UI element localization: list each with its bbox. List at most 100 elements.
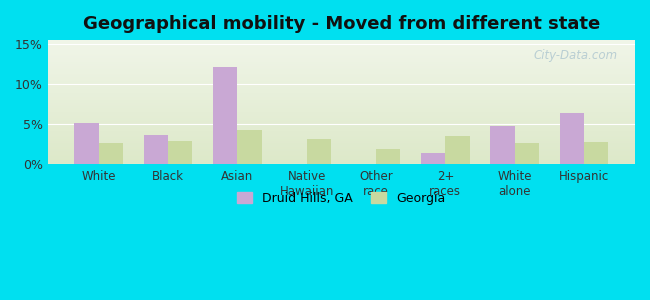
Bar bbox=[47, 156, 635, 157]
Bar bbox=[47, 145, 635, 146]
Bar bbox=[47, 86, 635, 87]
Bar bbox=[47, 46, 635, 47]
Bar bbox=[47, 68, 635, 69]
Bar bbox=[47, 142, 635, 143]
Bar bbox=[47, 135, 635, 136]
Bar bbox=[47, 154, 635, 155]
Bar bbox=[47, 95, 635, 96]
Text: City-Data.com: City-Data.com bbox=[533, 49, 618, 62]
Bar bbox=[47, 56, 635, 57]
Bar bbox=[213, 67, 237, 164]
Bar bbox=[47, 148, 635, 149]
Bar bbox=[47, 153, 635, 154]
Bar bbox=[47, 84, 635, 85]
Bar bbox=[47, 88, 635, 89]
Bar bbox=[47, 104, 635, 105]
Bar bbox=[47, 57, 635, 58]
Bar bbox=[47, 47, 635, 48]
Bar bbox=[47, 125, 635, 126]
Bar bbox=[99, 142, 123, 164]
Bar bbox=[47, 51, 635, 52]
Bar bbox=[47, 112, 635, 113]
Bar bbox=[445, 136, 470, 164]
Bar bbox=[47, 123, 635, 124]
Bar bbox=[47, 67, 635, 68]
Bar bbox=[47, 62, 635, 63]
Bar bbox=[47, 141, 635, 142]
Bar bbox=[47, 60, 635, 61]
Bar bbox=[47, 128, 635, 129]
Bar bbox=[491, 126, 515, 164]
Bar bbox=[584, 142, 608, 164]
Bar bbox=[47, 107, 635, 108]
Bar bbox=[47, 120, 635, 121]
Bar bbox=[47, 163, 635, 164]
Bar bbox=[47, 83, 635, 84]
Bar bbox=[47, 50, 635, 51]
Bar bbox=[47, 41, 635, 42]
Bar bbox=[47, 45, 635, 46]
Bar bbox=[47, 122, 635, 123]
Bar bbox=[47, 162, 635, 163]
Bar bbox=[47, 146, 635, 147]
Bar bbox=[47, 48, 635, 49]
Bar bbox=[47, 97, 635, 98]
Bar bbox=[47, 100, 635, 101]
Bar bbox=[47, 99, 635, 100]
Bar bbox=[47, 94, 635, 95]
Bar bbox=[47, 113, 635, 114]
Bar bbox=[47, 116, 635, 117]
Bar bbox=[75, 123, 99, 164]
Bar bbox=[47, 161, 635, 162]
Bar bbox=[47, 118, 635, 119]
Bar bbox=[47, 74, 635, 75]
Bar bbox=[47, 140, 635, 141]
Bar bbox=[47, 126, 635, 127]
Bar bbox=[47, 131, 635, 132]
Bar bbox=[47, 108, 635, 109]
Bar bbox=[47, 159, 635, 160]
Bar bbox=[47, 82, 635, 83]
Bar bbox=[47, 79, 635, 80]
Bar bbox=[47, 52, 635, 53]
Bar bbox=[47, 76, 635, 77]
Bar bbox=[47, 124, 635, 125]
Bar bbox=[47, 130, 635, 131]
Bar bbox=[47, 160, 635, 161]
Bar bbox=[47, 87, 635, 88]
Bar bbox=[47, 138, 635, 139]
Bar bbox=[47, 134, 635, 135]
Bar bbox=[47, 65, 635, 66]
Bar bbox=[47, 139, 635, 140]
Bar bbox=[47, 117, 635, 118]
Bar bbox=[47, 147, 635, 148]
Bar bbox=[47, 69, 635, 70]
Bar bbox=[47, 72, 635, 73]
Bar bbox=[47, 155, 635, 156]
Bar bbox=[47, 98, 635, 99]
Bar bbox=[47, 152, 635, 153]
Bar bbox=[307, 140, 331, 164]
Bar bbox=[47, 150, 635, 151]
Bar bbox=[47, 115, 635, 116]
Bar bbox=[47, 136, 635, 137]
Bar bbox=[47, 66, 635, 67]
Bar bbox=[47, 64, 635, 65]
Bar bbox=[47, 55, 635, 56]
Bar bbox=[47, 63, 635, 64]
Bar bbox=[47, 75, 635, 76]
Bar bbox=[47, 43, 635, 44]
Bar bbox=[47, 93, 635, 94]
Bar bbox=[47, 85, 635, 86]
Legend: Druid Hills, GA, Georgia: Druid Hills, GA, Georgia bbox=[232, 187, 450, 210]
Bar bbox=[47, 157, 635, 158]
Bar bbox=[47, 71, 635, 72]
Bar bbox=[47, 132, 635, 133]
Bar bbox=[47, 80, 635, 81]
Bar bbox=[47, 58, 635, 59]
Bar bbox=[376, 149, 400, 164]
Bar bbox=[47, 121, 635, 122]
Bar bbox=[47, 53, 635, 54]
Bar bbox=[47, 42, 635, 43]
Bar bbox=[47, 114, 635, 115]
